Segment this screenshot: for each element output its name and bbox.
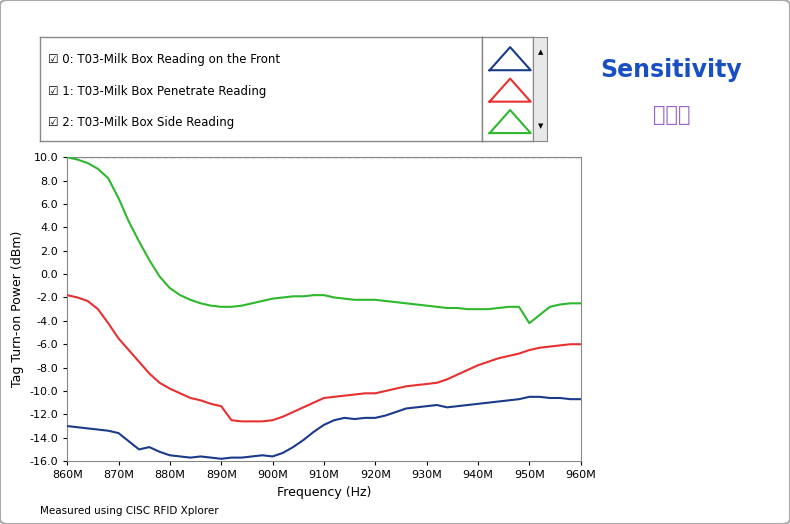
Text: ☑ 2: T03-Milk Box Side Reading: ☑ 2: T03-Milk Box Side Reading [48,116,235,129]
Text: Measured using CISC RFID Xplorer: Measured using CISC RFID Xplorer [40,506,218,516]
Text: ▼: ▼ [538,123,543,129]
Text: ▲: ▲ [538,49,543,56]
X-axis label: Frequency (Hz): Frequency (Hz) [276,486,371,499]
Text: ☑ 0: T03-Milk Box Reading on the Front: ☑ 0: T03-Milk Box Reading on the Front [48,53,280,66]
Y-axis label: Tag Turn-on Power (dBm): Tag Turn-on Power (dBm) [11,231,24,387]
Text: Sensitivity: Sensitivity [600,58,743,82]
Text: ☑ 1: T03-Milk Box Penetrate Reading: ☑ 1: T03-Milk Box Penetrate Reading [48,85,267,97]
Text: 灵敏度: 灵敏度 [653,105,690,125]
